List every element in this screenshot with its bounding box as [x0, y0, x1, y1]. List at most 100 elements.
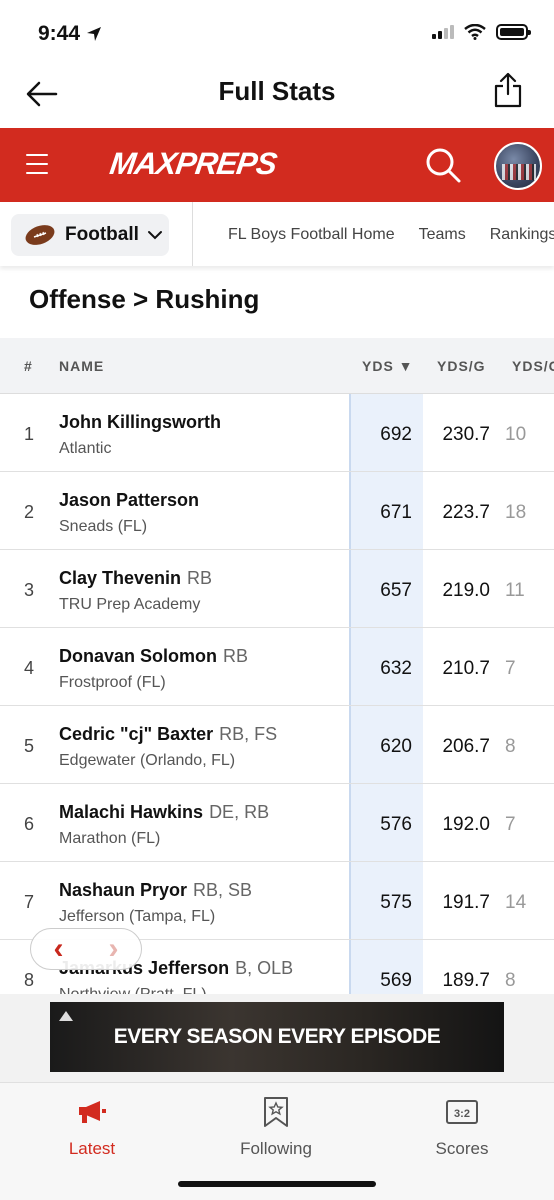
cell-ydsc: 7	[505, 658, 516, 679]
player-school: Sneads (FL)	[59, 518, 148, 535]
paramount-logo-icon	[59, 1011, 73, 1021]
ad-banner[interactable]: EVERY SEASON EVERY EPISODE	[50, 1002, 504, 1072]
cell-ydsc: 8	[505, 970, 516, 991]
cell-yds: 576	[380, 814, 412, 835]
tab-latest[interactable]: Latest	[22, 1095, 162, 1159]
sorted-column-highlight	[349, 338, 423, 994]
sport-selector[interactable]: Football	[11, 214, 169, 256]
status-indicators	[432, 24, 531, 40]
row-rank: 1	[24, 424, 35, 444]
player-school: Marathon (FL)	[59, 830, 161, 847]
cell-yds: 620	[380, 736, 412, 757]
table-row[interactable]: 6 Malachi Hawkins DE, RB Marathon (FL) 576 19…	[0, 784, 554, 862]
table-row[interactable]: 3 Clay Thevenin RB TRU Prep Academy 657 219.0…	[0, 550, 554, 628]
chevron-down-icon	[147, 231, 162, 240]
sport-links-scroller[interactable]: FL Boys Football Home Teams Rankings	[194, 202, 554, 266]
section-title: Offense > Rushing	[29, 284, 260, 314]
maxpreps-logo[interactable]: MAXPREPS	[107, 146, 279, 181]
player-name[interactable]: Malachi Hawkins DE, RB	[59, 802, 269, 823]
row-rank: 3	[24, 580, 35, 600]
table-row[interactable]: 2 Jason Patterson Sneads (FL) 671 223.7 18	[0, 472, 554, 550]
home-indicator	[178, 1181, 376, 1187]
table-row[interactable]: 1 John Killingsworth Atlantic 692 230.7 10	[0, 394, 554, 472]
row-rank: 7	[24, 892, 35, 912]
player-school: TRU Prep Academy	[59, 596, 201, 613]
player-name[interactable]: Clay Thevenin RB	[59, 568, 212, 589]
tab-latest-label: Latest	[68, 1139, 116, 1158]
tab-following[interactable]: Following	[206, 1095, 346, 1159]
cell-yds: 632	[380, 658, 412, 679]
player-name-text: Clay Thevenin	[59, 568, 182, 588]
player-name-text: John Killingsworth	[59, 412, 221, 432]
link-teams[interactable]: Teams	[418, 226, 466, 243]
svg-text:3:2: 3:2	[454, 1108, 470, 1120]
player-name-text: Malachi Hawkins	[59, 802, 204, 822]
link-fl-boys-football-home[interactable]: FL Boys Football Home	[228, 226, 395, 243]
nav-header: Full Stats	[0, 62, 554, 128]
row-rank: 5	[24, 736, 35, 756]
back-button[interactable]	[22, 74, 62, 114]
col-rank-header: #	[24, 358, 33, 374]
player-name-text: Jason Patterson	[59, 490, 200, 510]
tab-scores[interactable]: 3:2 Scores	[392, 1095, 532, 1159]
share-icon	[494, 72, 522, 108]
cell-ydsc: 10	[505, 424, 527, 445]
cellular-signal-icon	[432, 25, 454, 39]
next-page-button[interactable]: ›	[108, 932, 119, 965]
cell-ydsg: 219.0	[442, 580, 490, 601]
pager-control: ‹ ›	[30, 928, 142, 970]
ad-text: EVERY SEASON EVERY EPISODE	[113, 1025, 441, 1048]
player-school: Frostproof (FL)	[59, 674, 166, 691]
cell-ydsc: 8	[505, 736, 516, 757]
cell-ydsc: 14	[505, 892, 527, 913]
player-name-text: Donavan Solomon	[59, 646, 218, 666]
table-row[interactable]: 7 Nashaun Pryor RB, SB Jefferson (Tampa, FL…	[0, 862, 554, 940]
megaphone-icon	[79, 1101, 106, 1123]
sport-selector-label: Football	[65, 224, 139, 245]
cell-ydsc: 11	[505, 580, 525, 601]
player-name[interactable]: Nashaun Pryor RB, SB	[59, 880, 252, 901]
player-name[interactable]: John Killingsworth	[59, 412, 227, 433]
player-name[interactable]: Jason Patterson	[59, 490, 205, 511]
cell-yds: 575	[380, 892, 412, 913]
table-row[interactable]: 5 Cedric "cj" Baxter RB, FS Edgewater (Orla…	[0, 706, 554, 784]
profile-avatar[interactable]	[494, 142, 542, 190]
cell-ydsc: 7	[505, 814, 516, 835]
col-yds-header[interactable]: YDS ▼	[362, 358, 414, 374]
row-rank: 8	[24, 970, 35, 990]
player-name[interactable]: Cedric "cj" Baxter RB, FS	[59, 724, 277, 745]
cell-ydsg: 189.7	[442, 970, 490, 991]
cell-ydsg: 192.0	[442, 814, 490, 835]
cell-ydsc: 18	[505, 502, 527, 523]
col-name-header[interactable]: NAME	[59, 358, 105, 374]
share-button[interactable]	[488, 68, 528, 112]
player-position: RB, SB	[193, 880, 253, 900]
player-school: Edgewater (Orlando, FL)	[59, 752, 236, 769]
page-title: Full Stats	[218, 76, 336, 106]
search-icon	[426, 148, 461, 183]
col-ydsg-header[interactable]: YDS/G	[437, 358, 486, 374]
prev-page-button[interactable]: ‹	[53, 932, 64, 965]
search-button[interactable]	[424, 146, 462, 184]
player-name-text: Nashaun Pryor	[59, 880, 188, 900]
scoreboard-icon: 3:2	[446, 1100, 478, 1124]
table-row[interactable]: 4 Donavan Solomon RB Frostproof (FL) 632 210.…	[0, 628, 554, 706]
player-school: Jefferson (Tampa, FL)	[59, 908, 216, 925]
football-icon	[25, 225, 55, 245]
back-arrow-icon	[26, 81, 58, 107]
table-header: # NAME YDS ▼ YDS/G YDS/C	[0, 338, 554, 394]
tab-following-label: Following	[240, 1139, 312, 1158]
col-ydsc-header[interactable]: YDS/C	[512, 358, 554, 374]
cell-ydsg: 230.7	[442, 424, 490, 445]
player-name[interactable]: Donavan Solomon RB	[59, 646, 248, 667]
link-rankings[interactable]: Rankings	[489, 226, 554, 243]
row-rank: 2	[24, 502, 35, 522]
stats-table: # NAME YDS ▼ YDS/G YDS/C 1 John Killingsw…	[0, 338, 554, 1018]
row-rank: 6	[24, 814, 35, 834]
bottom-tab-bar: Latest Following 3:2 Scores	[0, 1082, 554, 1200]
battery-icon	[496, 24, 531, 40]
cell-ydsg: 206.7	[442, 736, 490, 757]
player-school: Atlantic	[59, 440, 112, 457]
hamburger-menu-button[interactable]	[26, 154, 48, 174]
cell-yds: 569	[380, 970, 412, 991]
